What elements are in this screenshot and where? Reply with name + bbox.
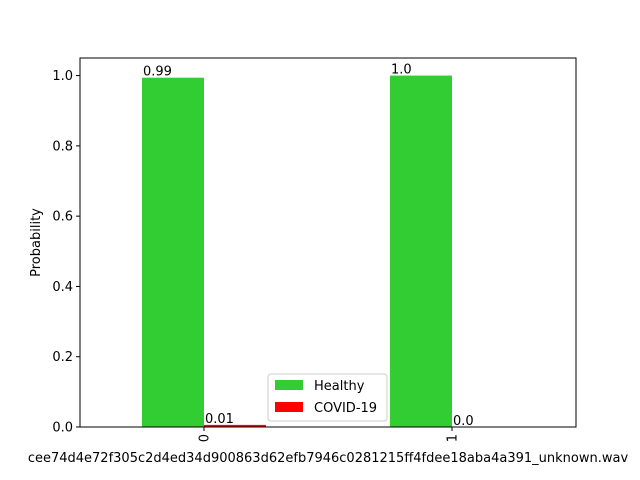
plot-frame	[79, 57, 577, 428]
y-tick-label: 0.8	[52, 139, 73, 154]
y-tick-label: 1.0	[52, 69, 73, 84]
y-axis: 0.0 0.2 0.4 0.6 0.8 1.0	[52, 69, 80, 436]
bar-healthy-1	[390, 75, 452, 428]
y-tick-label: 0.6	[52, 210, 73, 225]
x-tick-label: 0	[198, 434, 213, 442]
y-tick-label: 0.0	[52, 421, 73, 436]
y-axis-label: Probability	[29, 208, 44, 277]
x-axis-label: cee74d4e72f305c2d4ed34d900863d62efb7946c…	[28, 451, 629, 466]
legend-swatch-healthy	[275, 380, 303, 390]
y-tick-label: 0.2	[52, 350, 73, 365]
bar-value-label: 0.01	[205, 412, 234, 427]
bar-covid-19-0	[204, 424, 266, 427]
bar-healthy-0	[142, 77, 204, 428]
bar-value-label: 0.0	[453, 414, 474, 429]
legend: Healthy COVID-19	[267, 373, 388, 422]
x-tick-label: 1	[446, 434, 461, 442]
y-tick-label: 0.4	[52, 280, 73, 295]
legend-swatch-covid	[275, 402, 303, 412]
bar-value-label: 0.99	[143, 65, 172, 80]
bars-layer	[142, 75, 452, 428]
legend-label-covid: COVID-19	[314, 401, 377, 416]
legend-label-healthy: Healthy	[314, 379, 365, 394]
bar-labels-layer: 0.99 1.0 0.01 0.0	[143, 63, 474, 429]
bar-value-label: 1.0	[391, 63, 412, 78]
